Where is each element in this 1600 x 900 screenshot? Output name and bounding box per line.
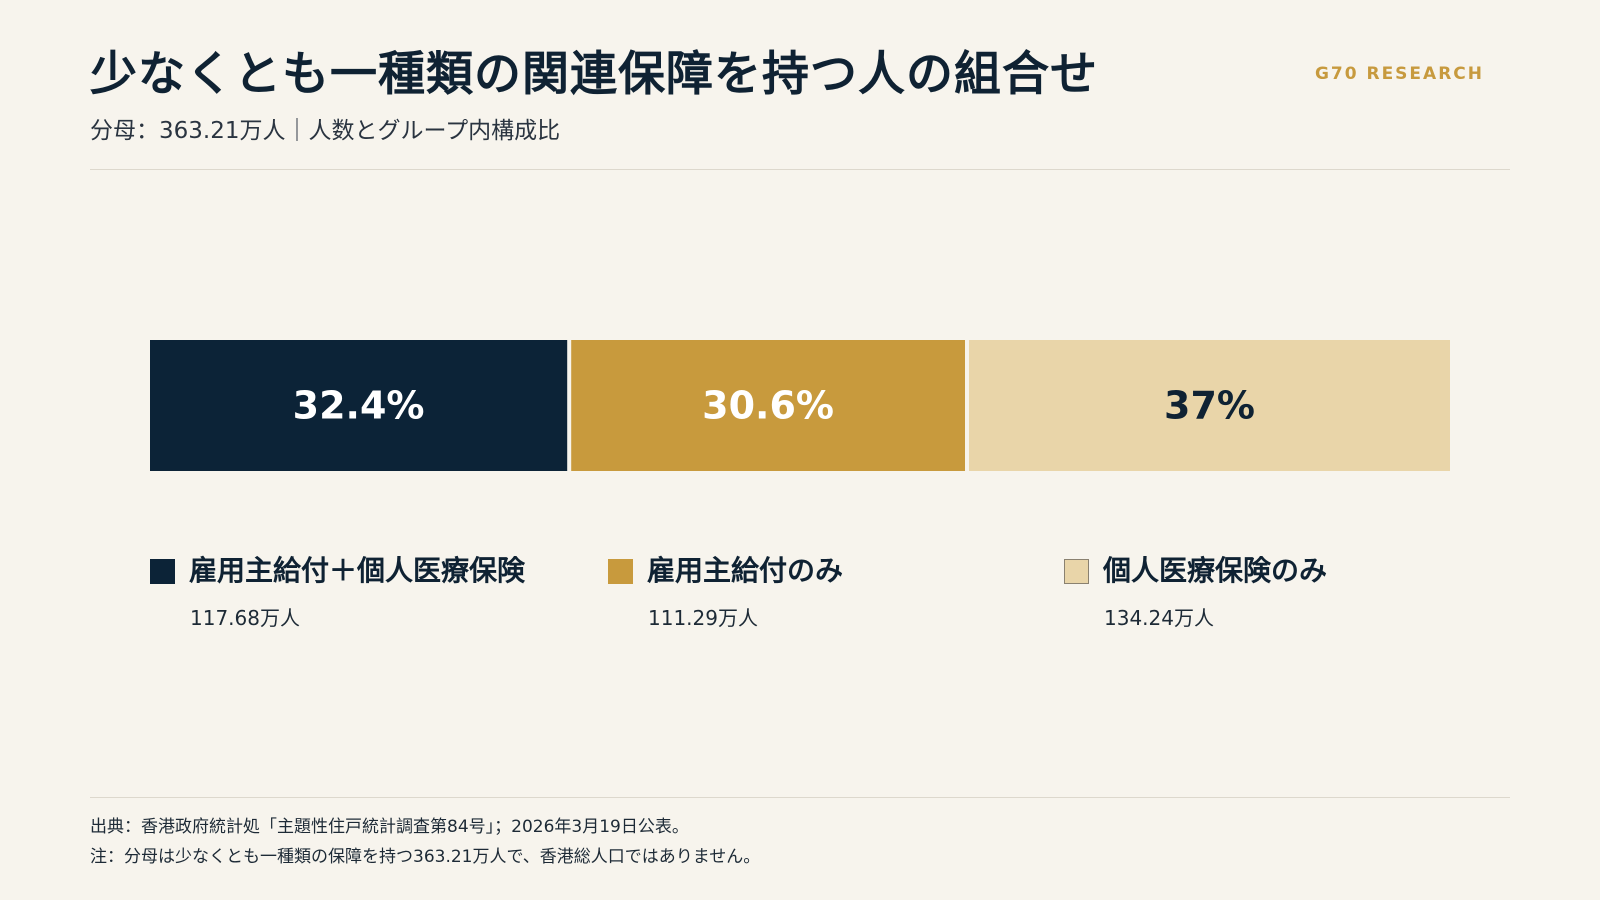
legend-count: 111.29万人: [648, 606, 758, 630]
legend-count: 134.24万人: [1104, 606, 1214, 630]
bar-segment-1: [150, 340, 568, 471]
legend-item-3: 個人医療保険のみ 134.24万人: [1064, 552, 1327, 631]
legend-swatch: [1064, 558, 1089, 584]
footer: 出典：香港政府統計処「主題性住戸統計調査第84号」；2026年3月19日公表。 …: [90, 812, 760, 872]
bar-segment-2: [571, 340, 965, 471]
bar-segment-label-2: 30.6%: [702, 384, 834, 428]
bottom-divider: [90, 797, 1510, 798]
source-note: 出典：香港政府統計処「主題性住戸統計調査第84号」；2026年3月19日公表。: [90, 817, 689, 837]
brand-logo: G70 RESEARCH: [1314, 64, 1484, 84]
legend-swatch: [608, 558, 633, 584]
legend-item-head: 雇用主給付のみ: [608, 552, 843, 590]
legend-item-1: 雇用主給付＋個人医療保険 117.68万人: [150, 552, 525, 631]
header: 少なくとも一種類の関連保障を持つ人の組合せ 分母：363.21万人｜人数とグルー…: [90, 44, 1490, 146]
legend-label: 雇用主給付のみ: [647, 554, 844, 587]
page-title: 少なくとも一種類の関連保障を持つ人の組合せ: [90, 47, 1098, 102]
legend-swatch: [150, 558, 175, 584]
legend-item-head: 雇用主給付＋個人医療保険: [150, 552, 525, 590]
bar-segment-label-3: 37%: [1164, 384, 1255, 428]
legend-item-head: 個人医療保険のみ: [1064, 552, 1327, 590]
stacked-bar-chart: 32.4% 30.6% 37%: [150, 340, 1450, 471]
bar-segment-label-1: 32.4%: [293, 384, 425, 428]
legend-item-2: 雇用主給付のみ 111.29万人: [608, 552, 843, 631]
top-divider: [90, 169, 1510, 170]
legend-label: 個人医療保険のみ: [1103, 554, 1328, 587]
legend-count: 117.68万人: [190, 606, 300, 630]
page-subtitle: 分母：363.21万人｜人数とグループ内構成比: [90, 118, 561, 144]
chart-legend: 雇用主給付＋個人医療保険 117.68万人 雇用主給付のみ 111.29万人 個人医療保…: [0, 552, 1600, 642]
legend-label: 雇用主給付＋個人医療保険: [189, 554, 526, 587]
footnote: 注：分母は少なくとも一種類の保障を持つ363.21万人で、香港総人口ではありませ…: [90, 847, 761, 867]
bar-segment-3: [969, 340, 1450, 471]
